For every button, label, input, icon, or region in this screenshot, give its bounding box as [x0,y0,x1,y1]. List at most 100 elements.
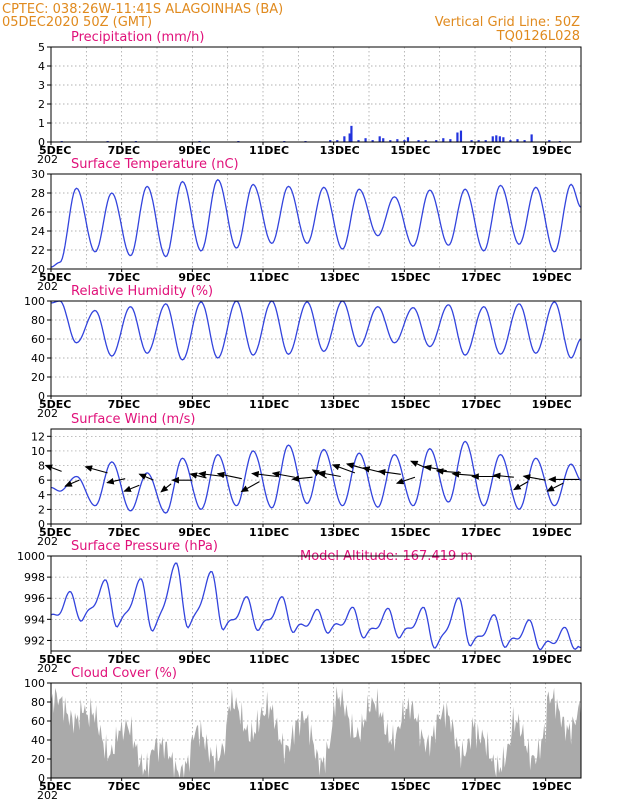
panel-frame [50,173,582,270]
x-tick-label: 7DEC [108,780,140,793]
x-tick-label: 11DEC [249,780,289,793]
panel-temp: 20 22 24 26 28 30 5DEC 7DEC 9DEC 11DEC 13DEC 15DEC 1… [31,157,582,293]
x-tick-label: 9DEC [178,526,210,539]
panel-pressure: 992 994 996 998 1000 5DEC 7DEC 9DEC 11DEC 13DEC 15… [17,539,582,675]
x-tick-label: 13DEC [320,526,360,539]
x-tick-label: 17DEC [461,144,501,157]
wind-series-line [50,440,582,514]
x-tick-label: 17DEC [461,780,501,793]
x-tick-label: 7DEC [108,398,140,411]
panel-title-wind: Surface Wind (m/s) [71,412,195,427]
precip-bar [523,140,526,142]
wind-vector [271,471,295,478]
x-tick-label: 9DEC [178,780,210,793]
precip-bar [435,140,438,142]
y-tick-label: 60 [31,333,45,346]
precip-bar [357,140,360,142]
y-tick-label: 998 [24,571,45,584]
wind-vector [317,470,341,478]
x-tick-label: 5DEC [39,271,71,284]
precip-bar [477,140,480,142]
header-datetime: 05DEC2020 50Z (GMT) [2,15,152,30]
precip-bar [403,140,406,142]
wind-vector [64,479,80,487]
x-tick-label: 5DEC [39,398,71,411]
x-tick-label: 9DEC [178,144,210,157]
precip-bar [378,136,381,142]
x-tick-label: 9DEC [178,653,210,666]
x-tick-label: 7DEC [108,653,140,666]
x-tick-label: 7DEC [108,144,140,157]
wind-vector [251,471,278,478]
wind-vector [84,465,108,474]
y-tick-label: 24 [31,225,45,238]
y-tick-label: 12 [31,430,45,443]
x-tick-label: 19DEC [532,526,572,539]
humidity-series-line [50,300,582,361]
x-tick-label: 13DEC [320,144,360,157]
x-tick-label: 5DEC [39,144,71,157]
precip-bar [498,136,501,142]
y-tick-label: 2 [38,98,45,111]
x-tick-label: 19DEC [532,144,572,157]
y-tick-label: 26 [31,206,45,219]
panel-frame [50,46,582,143]
y-tick-label: 994 [24,613,45,626]
precip-bar [516,139,519,142]
y-tick-label: 80 [31,314,45,327]
x-tick-label: 15DEC [390,398,430,411]
wind-vector [513,481,529,491]
precip-bar [456,132,459,142]
x-tick-label: 11DEC [249,653,289,666]
panel-wind: 0 24 68 10 12 5DEC 7DEC 9DEC 11DEC 13DEC 15DEC 17DE… [31,412,582,548]
pressure-series-line [50,562,582,651]
x-tick-label: 17DEC [461,271,501,284]
x-tick-label: 13DEC [320,398,360,411]
wind-vector [331,464,356,474]
wind-vector [160,483,172,493]
precip-bar [417,140,420,142]
header-model-code: TQ0126L028 [496,29,580,44]
x-tick-label: 15DEC [390,780,430,793]
precip-bar [491,136,494,142]
x-tick-label: 5DEC [39,526,71,539]
x-tick-label: 17DEC [461,653,501,666]
y-tick-label: 28 [31,187,45,200]
precip-bar [530,134,533,142]
y-tick-label: 4 [38,60,45,73]
x-tick-label: 13DEC [320,780,360,793]
x-tick-label: 19DEC [532,780,572,793]
y-tick-label: 1 [38,117,45,130]
precip-bar [484,140,487,142]
temp-series-line [50,178,582,268]
y-tick-label: 22 [31,244,45,257]
cloud-cover-area [51,686,581,778]
precip-bar [389,140,392,142]
x-tick-label: 9DEC [178,271,210,284]
y-tick-label: 100 [24,677,45,690]
wind-vector [216,471,242,480]
wind-vector [410,460,430,470]
y-tick-label: 2 [38,503,45,516]
x-tick-label: 7DEC [108,271,140,284]
precip-bar [502,137,505,142]
precip-bar [329,140,332,142]
panel-precip: 0 1 2 3 4 5 5DEC 7DEC 9DEC 11DEC 13DEC 15DEC 17DEC 19… [37,30,582,166]
panel-frame [50,428,582,525]
wind-vector [138,473,154,481]
precip-bar [343,136,346,142]
precip-bar [509,140,512,142]
x-year-label: 202 [37,280,58,293]
y-tick-label: 20 [31,263,45,276]
panel-frame [50,682,582,779]
x-tick-label: 17DEC [461,398,501,411]
x-tick-label: 19DEC [532,398,572,411]
y-tick-label: 40 [31,734,45,747]
panel-frame [50,300,582,397]
wind-vector [291,475,313,482]
x-year-label: 202 [37,789,58,800]
precip-bar [382,138,385,142]
x-tick-label: 13DEC [320,653,360,666]
precip-bar [424,140,427,142]
